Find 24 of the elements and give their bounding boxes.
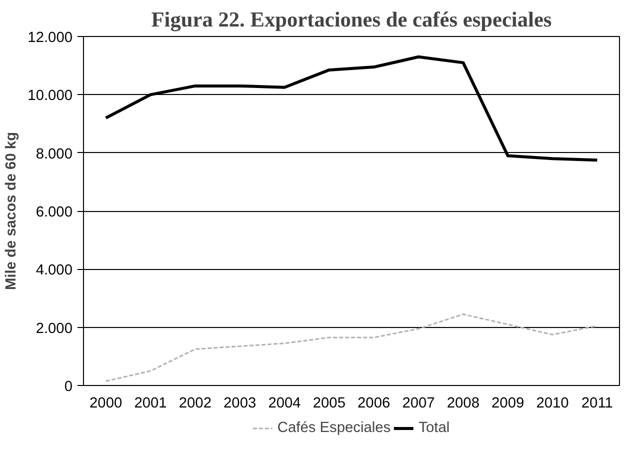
y-tick-label: 6.000	[36, 204, 73, 220]
legend-label: Total	[418, 420, 450, 436]
chart-title: Figura 22. Exportaciones de cafés especiales	[151, 8, 552, 32]
y-tick-label: 4.000	[36, 262, 73, 279]
x-tick-label: 2003	[224, 396, 256, 412]
x-tick-label: 2001	[134, 396, 167, 412]
x-tick-label: 2005	[312, 396, 346, 412]
x-tick-label: 2002	[178, 396, 212, 412]
x-tick-label: 2008	[446, 396, 480, 412]
y-axis-title: Mile de sacos de 60 kg	[4, 132, 20, 290]
x-tick-label: 2004	[268, 396, 301, 412]
line-series	[105, 313, 598, 382]
y-tick-label: 0	[64, 379, 73, 395]
x-tick-label: 2010	[536, 396, 569, 412]
x-tick-label: 2007	[402, 396, 435, 412]
x-tick-label: 2011	[581, 396, 613, 412]
x-tick-label: 2000	[90, 396, 122, 412]
legend-label: Cafés Especiales	[277, 420, 391, 436]
y-tick-label: 2.000	[36, 320, 73, 337]
y-tick-label: 12.000	[28, 30, 72, 46]
x-tick-label: 2009	[492, 396, 524, 412]
x-tick-label: 2006	[358, 396, 390, 412]
y-tick-label: 10.000	[28, 88, 72, 104]
y-tick-label: 8.000	[36, 146, 73, 162]
